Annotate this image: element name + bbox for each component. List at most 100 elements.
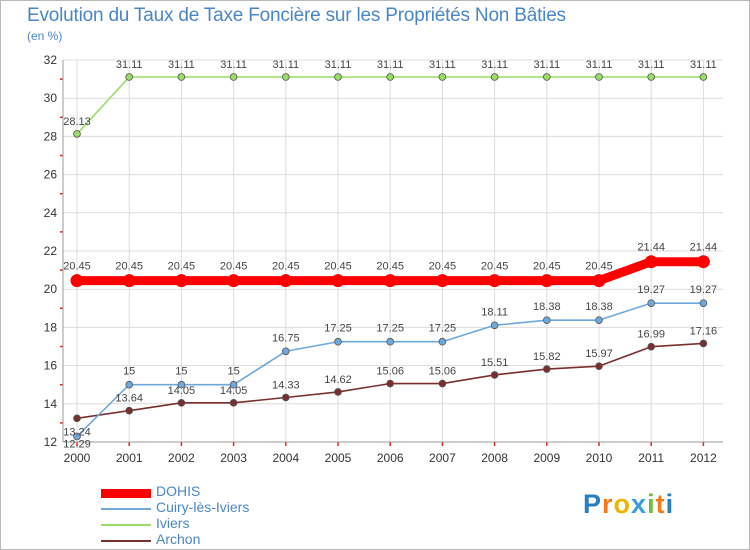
y-tick-label: 22: [44, 244, 58, 258]
y-tick-label: 28: [44, 129, 58, 143]
series-cuiry-l-s-iviers-point: [699, 299, 708, 307]
legend-label: Archon: [156, 531, 201, 547]
series-iviers-data-label: 31.11: [168, 59, 195, 71]
series-iviers-point: [229, 73, 238, 81]
x-tick-label: 2002: [168, 451, 195, 465]
series-cuiry-l-s-iviers-data-label: 17.25: [324, 323, 352, 335]
series-archon-point: [125, 406, 133, 415]
series-archon-point: [542, 365, 551, 373]
x-tick-label: 2005: [325, 451, 352, 465]
series-dohis-data-label: 20.45: [220, 261, 248, 273]
series-archon-point: [438, 379, 447, 388]
series-archon-point: [647, 342, 655, 351]
logo-letter: o: [613, 489, 632, 519]
series-archon-point: [386, 379, 395, 388]
series-archon-data-label: 14.33: [272, 379, 300, 391]
series-cuiry-l-s-iviers-data-label: 15: [175, 366, 187, 378]
series-iviers-point: [490, 73, 499, 81]
legend-swatch: [101, 508, 151, 510]
series-iviers-data-label: 31.11: [533, 59, 560, 71]
series-cuiry-l-s-iviers-point: [177, 380, 186, 389]
series-cuiry-l-s-iviers-point: [281, 347, 290, 356]
series-dohis-data-label: 20.45: [168, 261, 196, 273]
series-dohis-data-label: 20.45: [533, 261, 561, 273]
series-iviers-data-label: 31.11: [690, 59, 717, 71]
series-dohis-point: [279, 274, 293, 288]
series-iviers-point: [386, 73, 395, 81]
series-cuiry-l-s-iviers-point: [125, 380, 133, 389]
logo-letter: i: [665, 489, 675, 519]
series-archon-data-label: 14.05: [220, 385, 248, 397]
legend-item: Cuiry-lès-Iviers: [101, 499, 361, 517]
series-dohis-point: [383, 274, 397, 288]
series-iviers-data-label: 31.11: [377, 59, 404, 71]
series-iviers-point: [438, 73, 447, 81]
series-dohis-point: [331, 274, 345, 288]
legend-swatch: [101, 524, 151, 526]
x-tick-label: 2010: [586, 451, 613, 465]
y-tick-label: 16: [44, 359, 58, 373]
legend-label: Cuiry-lès-Iviers: [156, 499, 250, 515]
series-dohis-point: [122, 274, 136, 288]
proxiti-logo: Proxiti: [583, 489, 674, 520]
y-tick-label: 30: [44, 91, 58, 105]
x-tick-label: 2012: [690, 451, 717, 465]
grid-lines: [63, 59, 723, 443]
series-iviers-point: [177, 73, 186, 81]
series-iviers-point: [542, 73, 551, 81]
series-cuiry-l-s-iviers-data-label: 18.38: [585, 301, 613, 313]
series-dohis-point: [227, 274, 241, 288]
y-tick-label: 14: [44, 397, 58, 411]
series-cuiry-l-s-iviers-point: [73, 432, 81, 441]
series-iviers-data-label: 28.13: [63, 116, 91, 128]
series-iviers-data-label: 31.11: [481, 59, 508, 71]
series-iviers-data-label: 31.11: [586, 59, 613, 71]
series-cuiry-l-s-iviers-data-label: 19.27: [637, 284, 665, 296]
series-archon-point: [177, 399, 186, 407]
series-cuiry-l-s-iviers-data-label: 17.25: [376, 323, 404, 335]
series-cuiry-l-s-iviers-data-label: 16.75: [272, 332, 300, 344]
series-iviers-point: [73, 130, 81, 138]
series-iviers-data-label: 31.11: [429, 59, 456, 71]
legend-item: Archon: [101, 531, 361, 549]
series-cuiry-l-s-iviers-point: [334, 337, 342, 346]
x-tick-label: 2011: [638, 451, 664, 465]
series-dohis-point: [540, 274, 554, 288]
series-dohis-point: [70, 274, 84, 288]
y-tick-label: 18: [44, 320, 58, 334]
series-dohis-data-label: 20.45: [481, 261, 509, 273]
legend-item: DOHIS: [101, 483, 361, 501]
legend-swatch: [101, 488, 151, 498]
series-cuiry-l-s-iviers-point: [229, 380, 238, 389]
series-dohis-data-label: 21.44: [690, 242, 718, 254]
series-iviers-point: [595, 73, 603, 81]
series-archon-data-label: 15.06: [376, 366, 404, 378]
x-tick-label: 2006: [377, 451, 404, 465]
series-archon-point: [490, 371, 499, 379]
series-cuiry-l-s-iviers-point: [542, 316, 551, 324]
series-dohis-data-label: 20.45: [63, 261, 91, 273]
y-axis-unit-label: (en %): [27, 29, 63, 43]
series-iviers-point: [647, 73, 655, 81]
y-tick-label: 32: [44, 53, 58, 67]
series-dohis-point: [592, 274, 606, 288]
chart-title: Evolution du Taux de Taxe Foncière sur l…: [27, 5, 566, 26]
series-cuiry-l-s-iviers-point: [438, 337, 447, 346]
series-dohis-point: [644, 255, 658, 269]
x-tick-label: 2004: [272, 451, 299, 465]
series-dohis-data-label: 20.45: [272, 261, 300, 273]
y-tick-label: 20: [44, 282, 58, 296]
series-dohis-point: [174, 274, 188, 288]
series-archon-data-label: 15.51: [481, 357, 509, 369]
series-dohis-data-label: 20.45: [115, 261, 143, 273]
series-iviers-point: [699, 73, 708, 81]
series-cuiry-l-s-iviers-data-label: 15: [227, 366, 239, 378]
series-cuiry-l-s-iviers-data-label: 17.25: [429, 323, 457, 335]
series-iviers-point: [125, 73, 133, 81]
series-cuiry-l-s-iviers-data-label: 15: [123, 366, 135, 378]
series-dohis-data-label: 20.45: [324, 261, 352, 273]
series-archon-data-label: 17.16: [690, 325, 718, 337]
logo-letter: t: [655, 489, 666, 519]
